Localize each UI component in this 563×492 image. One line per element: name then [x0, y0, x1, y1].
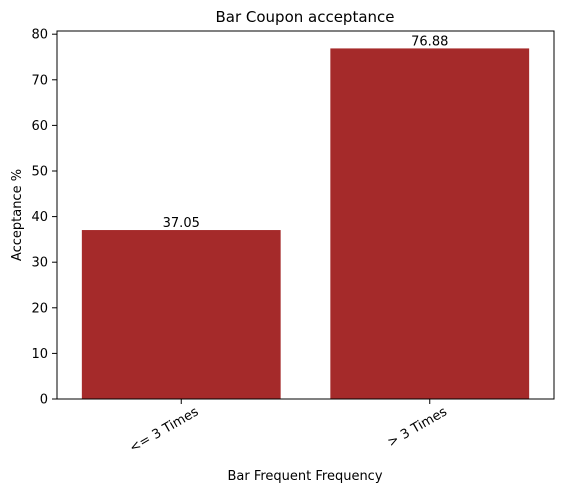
y-tick-label: 50 [31, 164, 48, 179]
bars-layer [81, 48, 530, 399]
y-tick-label: 20 [31, 301, 48, 316]
bar [81, 230, 281, 399]
y-tick-label: 80 [31, 28, 48, 43]
y-tick-label: 10 [31, 347, 48, 362]
x-tick-label: <= 3 Times [127, 404, 201, 456]
y-tick-label: 0 [40, 393, 48, 408]
y-tick-label: 60 [31, 119, 48, 134]
y-axis: 0 10 20 30 40 50 60 70 80 [31, 28, 57, 408]
x-axis-label: Bar Frequent Frequency [227, 469, 382, 484]
bar-value-label: 76.88 [411, 34, 448, 49]
x-axis: <= 3 Times > 3 Times [127, 399, 450, 456]
bar [330, 48, 530, 399]
plot-frame [56, 30, 555, 400]
chart-title: Bar Coupon acceptance [215, 8, 394, 26]
data-labels-layer: 37.05 76.88 [163, 34, 449, 231]
y-tick-label: 40 [31, 210, 48, 225]
y-tick-label: 70 [31, 73, 48, 88]
y-axis-label: Acceptance % [10, 169, 25, 261]
y-tick-label: 30 [31, 256, 48, 271]
bar-value-label: 37.05 [163, 216, 200, 231]
x-tick-label: > 3 Times [385, 404, 450, 450]
